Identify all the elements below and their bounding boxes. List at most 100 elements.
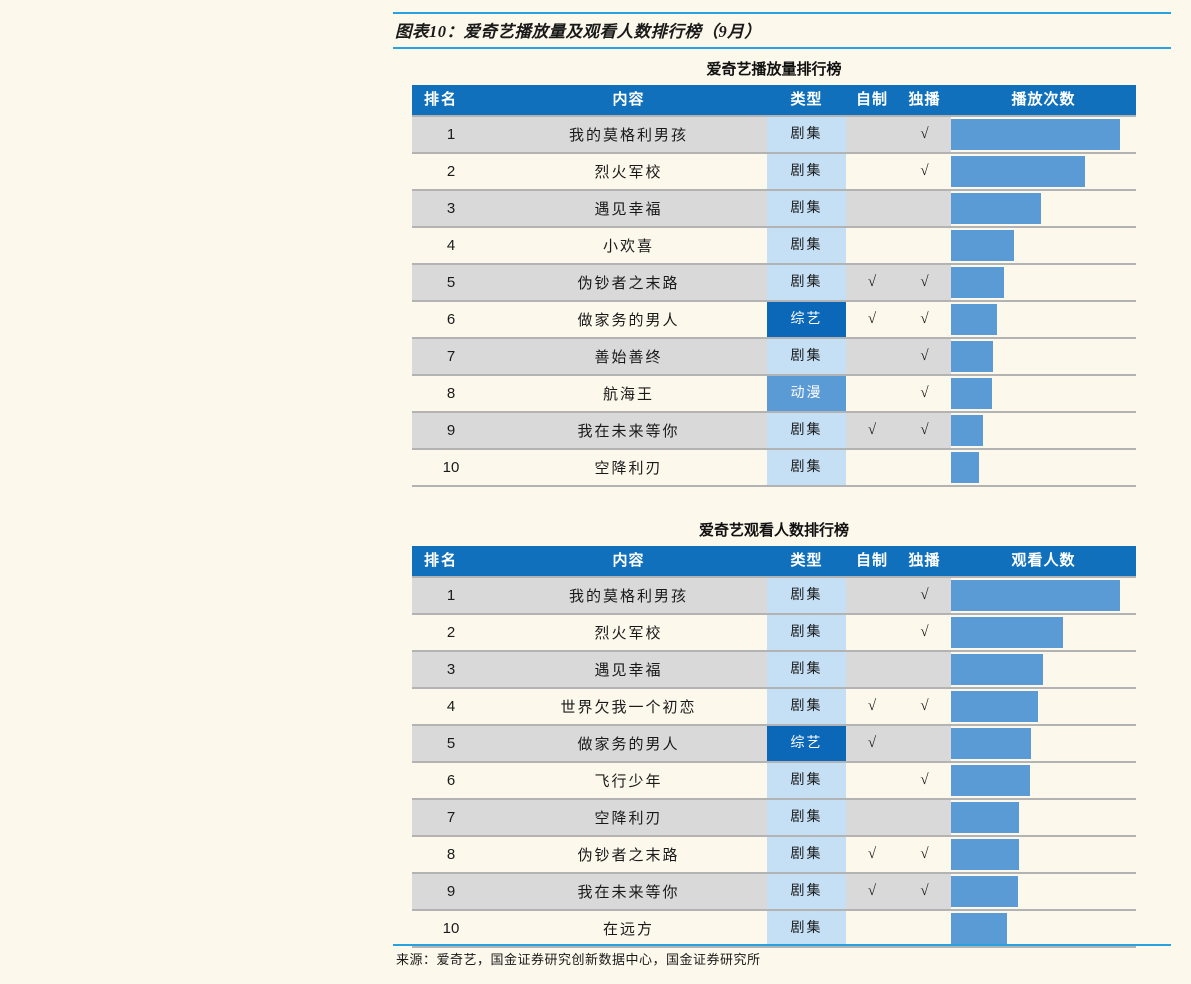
cell-value-bar: [951, 263, 1136, 301]
cell-value-bar: [951, 798, 1136, 836]
cell-value-bar: [951, 576, 1136, 614]
table-row: 5 做家务的男人 综艺 √: [412, 724, 1136, 762]
table-row: 6 飞行少年 剧集 √: [412, 761, 1136, 799]
cell-exclusive-check: √: [898, 411, 951, 449]
type-badge: 剧集: [767, 117, 846, 152]
cell-content-title: 伪钞者之末路: [490, 835, 767, 873]
table-row: 9 我在未来等你 剧集 √ √: [412, 411, 1136, 449]
cell-exclusive-check: √: [898, 687, 951, 725]
col-header-exclusive: 独播: [898, 546, 951, 577]
value-bar: [951, 839, 1019, 870]
type-badge: 剧集: [767, 413, 846, 448]
cell-type: 剧集: [767, 263, 846, 301]
table-row: 10 空降利刃 剧集: [412, 448, 1136, 487]
value-bar: [951, 230, 1014, 261]
bar-track: [951, 615, 1136, 650]
cell-value-bar: [951, 448, 1136, 487]
cell-value-bar: [951, 189, 1136, 227]
value-bar: [951, 193, 1041, 224]
cell-value-bar: [951, 724, 1136, 762]
cell-value-bar: [951, 374, 1136, 412]
cell-type: 综艺: [767, 300, 846, 338]
type-badge: 剧集: [767, 265, 846, 300]
cell-content-title: 做家务的男人: [490, 300, 767, 338]
cell-rank: 5: [412, 263, 490, 301]
col-header-self-produced: 自制: [846, 85, 898, 116]
cell-rank: 4: [412, 226, 490, 264]
cell-value-bar: [951, 152, 1136, 190]
cell-value-bar: [951, 687, 1136, 725]
bar-track: [951, 117, 1136, 152]
cell-type: 剧集: [767, 613, 846, 651]
cell-exclusive-check: √: [898, 613, 951, 651]
cell-self-produced-check: √: [846, 263, 898, 301]
ranking-table-viewers: 排名 内容 类型 自制 独播 观看人数 1 我的莫格利男孩 剧集 √ 2 烈火军校 剧集 √ 3…: [412, 546, 1136, 948]
cell-type: 剧集: [767, 337, 846, 375]
table-row: 2 烈火军校 剧集 √: [412, 613, 1136, 651]
cell-self-produced-check: √: [846, 687, 898, 725]
cell-value-bar: [951, 411, 1136, 449]
col-header-rank: 排名: [412, 85, 490, 116]
cell-rank: 2: [412, 152, 490, 190]
cell-self-produced-check: [846, 152, 898, 190]
cell-rank: 7: [412, 798, 490, 836]
cell-value-bar: [951, 300, 1136, 338]
cell-content-title: 烈火军校: [490, 613, 767, 651]
cell-self-produced-check: [846, 115, 898, 153]
cell-content-title: 善始善终: [490, 337, 767, 375]
cell-self-produced-check: [846, 613, 898, 651]
cell-value-bar: [951, 909, 1136, 948]
cell-self-produced-check: √: [846, 724, 898, 762]
value-bar: [951, 728, 1031, 759]
type-badge: 剧集: [767, 837, 846, 872]
bar-track: [951, 228, 1136, 263]
cell-rank: 6: [412, 300, 490, 338]
value-bar: [951, 156, 1085, 187]
type-badge: 剧集: [767, 339, 846, 374]
value-bar: [951, 378, 992, 409]
type-badge: 剧集: [767, 800, 846, 835]
value-bar: [951, 267, 1004, 298]
type-badge: 剧集: [767, 874, 846, 909]
type-badge: 剧集: [767, 689, 846, 724]
cell-self-produced-check: [846, 761, 898, 799]
value-bar: [951, 580, 1120, 611]
section-play-count: 爱奇艺播放量排行榜 排名 内容 类型 自制 独播 播放次数 1 我的莫格利男孩 剧集…: [412, 58, 1136, 487]
cell-type: 综艺: [767, 724, 846, 762]
bar-track: [951, 874, 1136, 909]
cell-content-title: 伪钞者之末路: [490, 263, 767, 301]
table-row: 2 烈火军校 剧集 √: [412, 152, 1136, 190]
col-header-type: 类型: [767, 546, 846, 577]
cell-value-bar: [951, 650, 1136, 688]
table-row: 4 世界欠我一个初恋 剧集 √ √: [412, 687, 1136, 725]
table-row: 3 遇见幸福 剧集: [412, 189, 1136, 227]
cell-value-bar: [951, 872, 1136, 910]
value-bar: [951, 119, 1120, 150]
cell-type: 剧集: [767, 152, 846, 190]
cell-type: 剧集: [767, 115, 846, 153]
cell-exclusive-check: √: [898, 300, 951, 338]
figure-title: 图表10：爱奇艺播放量及观看人数排行榜（9月）: [395, 22, 762, 41]
cell-self-produced-check: √: [846, 872, 898, 910]
table-header-0: 排名 内容 类型 自制 独播 播放次数: [412, 85, 1136, 116]
type-badge: 剧集: [767, 652, 846, 687]
cell-type: 剧集: [767, 798, 846, 836]
cell-self-produced-check: [846, 226, 898, 264]
table-row: 8 航海王 动漫 √: [412, 374, 1136, 412]
cell-rank: 7: [412, 337, 490, 375]
bar-track: [951, 265, 1136, 300]
cell-self-produced-check: [846, 374, 898, 412]
cell-exclusive-check: √: [898, 835, 951, 873]
value-bar: [951, 691, 1038, 722]
type-badge: 剧集: [767, 228, 846, 263]
table-row: 3 遇见幸福 剧集: [412, 650, 1136, 688]
value-bar: [951, 304, 997, 335]
cell-value-bar: [951, 761, 1136, 799]
cell-content-title: 做家务的男人: [490, 724, 767, 762]
cell-rank: 9: [412, 872, 490, 910]
table-row: 6 做家务的男人 综艺 √ √: [412, 300, 1136, 338]
cell-value-bar: [951, 115, 1136, 153]
col-header-content: 内容: [490, 85, 767, 116]
cell-value-bar: [951, 835, 1136, 873]
cell-rank: 10: [412, 448, 490, 487]
